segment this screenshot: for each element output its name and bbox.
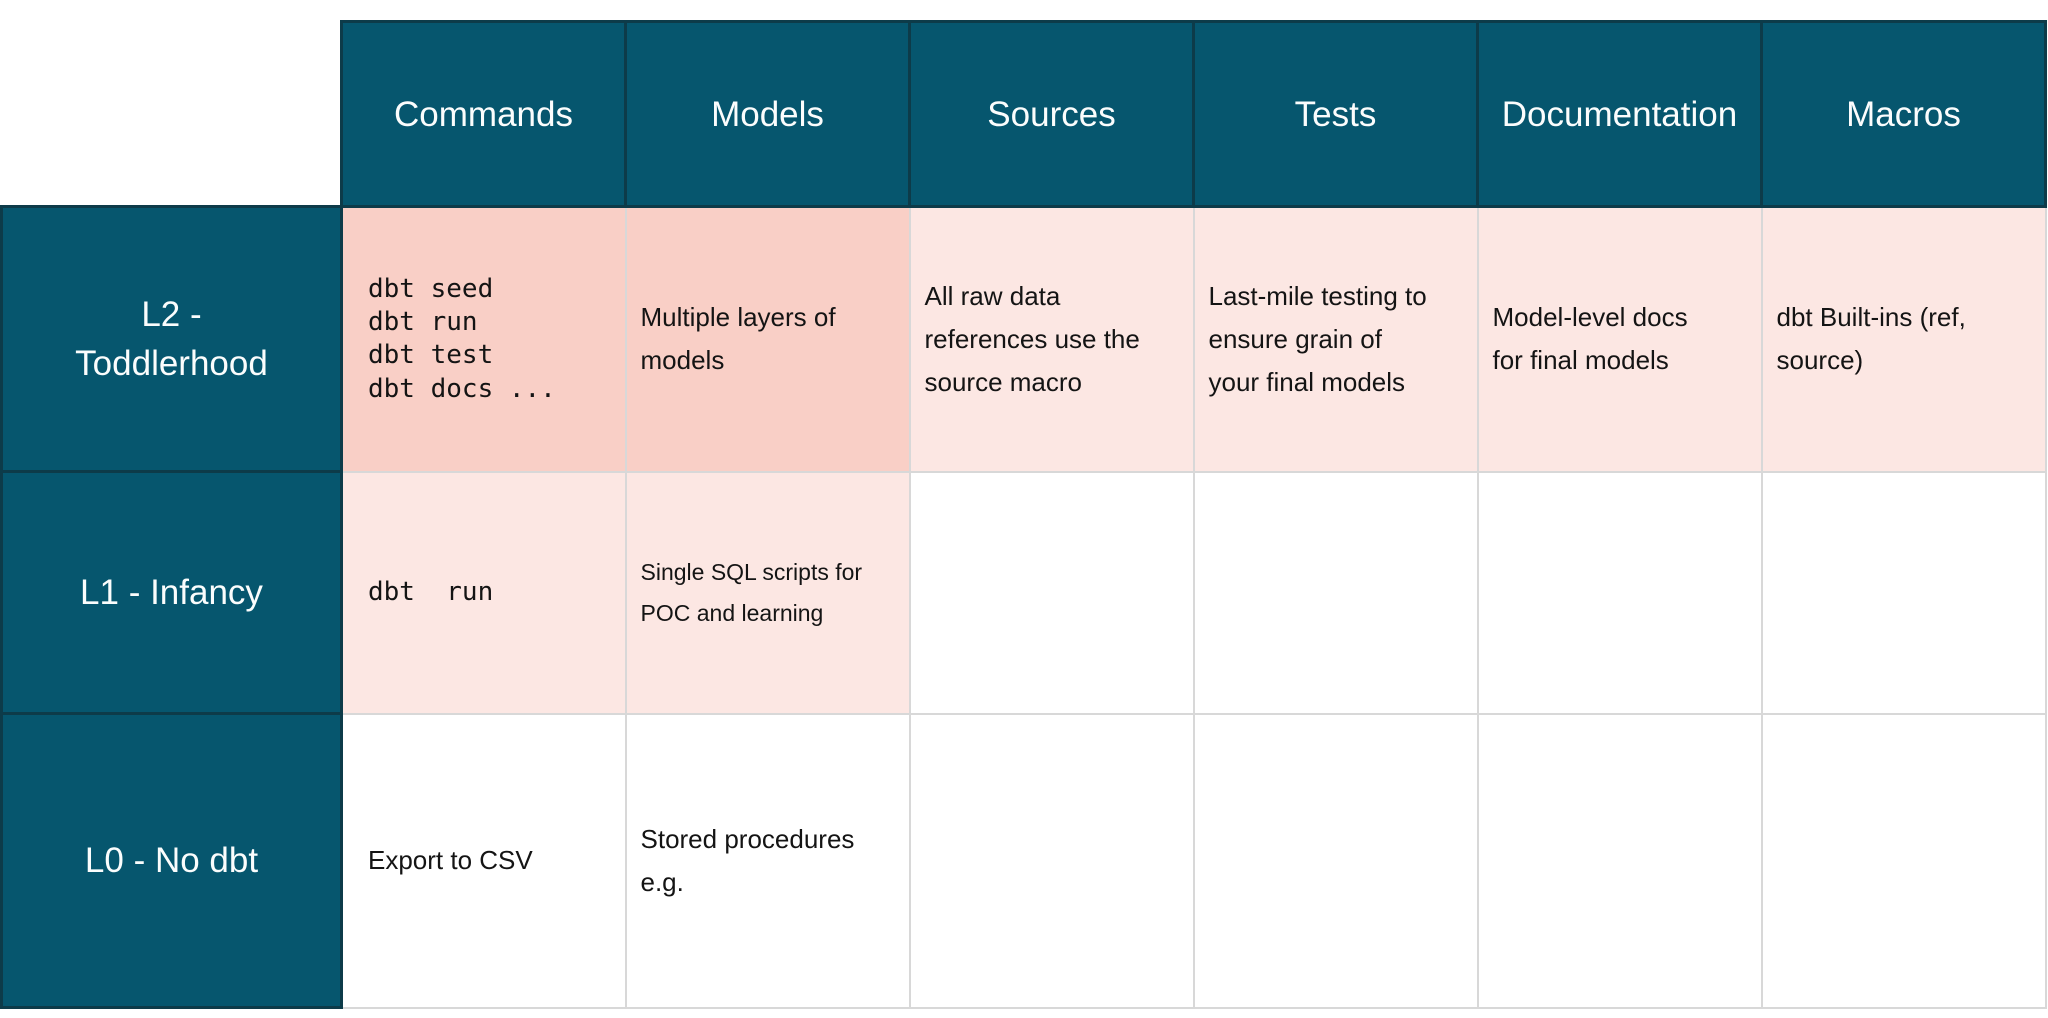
row-l2-toddlerhood: L2 - Toddlerhood dbt seed dbt run dbt te…	[0, 205, 2047, 473]
cell-l2-macros: dbt Built-ins (ref, source)	[1760, 205, 2047, 473]
cell-l0-commands: Export to CSV	[340, 712, 627, 1009]
cell-l1-documentation	[1476, 470, 1763, 715]
cell-l1-sources	[908, 470, 1195, 715]
column-header-tests: Tests	[1192, 20, 1479, 208]
corner-cell	[1, 21, 342, 207]
cell-l0-tests	[1192, 712, 1479, 1009]
header-row: Commands Models Sources Tests Documentat…	[1, 20, 2047, 208]
column-header-commands: Commands	[340, 20, 627, 208]
row-header-l1: L1 - Infancy	[0, 470, 343, 715]
column-header-models: Models	[624, 20, 911, 208]
column-header-sources: Sources	[908, 20, 1195, 208]
row-header-l2: L2 - Toddlerhood	[0, 205, 343, 473]
cell-l1-tests	[1192, 470, 1479, 715]
column-header-documentation: Documentation	[1476, 20, 1763, 208]
cell-l0-sources	[908, 712, 1195, 1009]
cell-l0-models: Stored procedures e.g.	[624, 712, 911, 1009]
cell-l1-commands: dbt run	[340, 470, 627, 715]
cell-l0-documentation	[1476, 712, 1763, 1009]
row-l1-infancy: L1 - Infancy dbt run Single SQL scripts …	[0, 470, 2047, 715]
cell-l0-macros	[1760, 712, 2047, 1009]
cell-l2-documentation: Model-level docs for final models	[1476, 205, 1763, 473]
cell-l2-models: Multiple layers of models	[624, 205, 911, 473]
row-l0-no-dbt: L0 - No dbt Export to CSV Stored procedu…	[0, 712, 2047, 1009]
cell-l2-sources: All raw data references use the source m…	[908, 205, 1195, 473]
cell-l1-models: Single SQL scripts for POC and learning	[624, 470, 911, 715]
dbt-maturity-table: Commands Models Sources Tests Documentat…	[0, 20, 2047, 1009]
cell-l2-commands: dbt seed dbt run dbt test dbt docs ...	[340, 205, 627, 473]
cell-l2-tests: Last-mile testing to ensure grain of you…	[1192, 205, 1479, 473]
column-header-macros: Macros	[1760, 20, 2047, 208]
row-header-l0: L0 - No dbt	[0, 712, 343, 1009]
cell-l1-macros	[1760, 470, 2047, 715]
